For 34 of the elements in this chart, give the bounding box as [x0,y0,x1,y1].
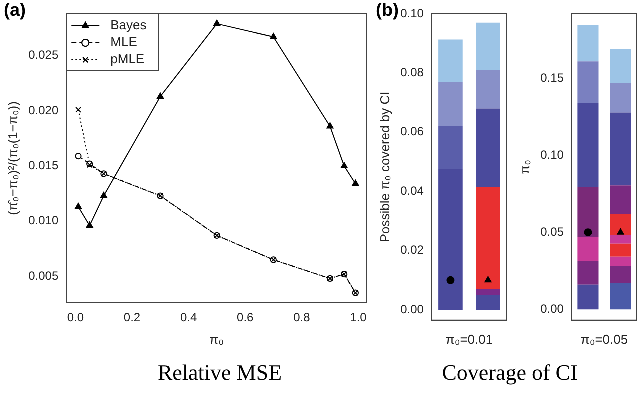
text: Coverage of CI [442,360,578,386]
y-tick-label: 0.10 [400,6,424,20]
x-tick-label: 1.0 [350,310,368,325]
y-tick-label: 0.020 [28,103,59,118]
x-axis-title: π₀ [210,332,224,347]
legend-label: MLE [110,34,138,50]
y-axis-title: (π̂₀−π₀)²/(π₀(1−π₀)) [5,102,20,216]
chart-title: (a) [4,0,26,21]
y-tick-label: 0.025 [28,48,59,62]
y-axis-title: Possible π₀ covered by CI [377,92,392,243]
x-tick-label: 0.2 [124,310,141,325]
y-tick-label: 0.00 [400,302,424,316]
y-axis-title: π₀ [517,160,532,174]
y-tick-label: 0.15 [540,70,564,85]
chart-title: (b) [376,0,399,21]
y-tick-label: 0.10 [540,148,564,162]
x-tick-label: 0.4 [180,310,198,325]
x-axis-title: π₀=0.01 [446,332,494,347]
x-tick-label: 0.0 [67,310,84,325]
x-tick-label: 0.8 [294,310,311,325]
y-tick-label: 0.06 [400,124,424,139]
y-tick-label: 0.04 [400,184,424,198]
legend-label: Bayes [110,18,148,33]
y-tick-label: 0.05 [540,224,564,239]
y-tick-label: 0.08 [400,66,424,80]
y-tick-label: 0.010 [28,214,59,228]
text: Relative MSE [158,360,282,386]
y-tick-label: 0.005 [28,268,59,283]
y-tick-label: 0.00 [540,302,564,316]
x-tick-label: 0.6 [237,310,254,325]
y-tick-label: 0.015 [28,158,59,173]
y-tick-label: 0.02 [400,243,424,258]
legend-label: pMLE [110,52,145,67]
x-axis-title: π₀=0.05 [580,332,628,347]
